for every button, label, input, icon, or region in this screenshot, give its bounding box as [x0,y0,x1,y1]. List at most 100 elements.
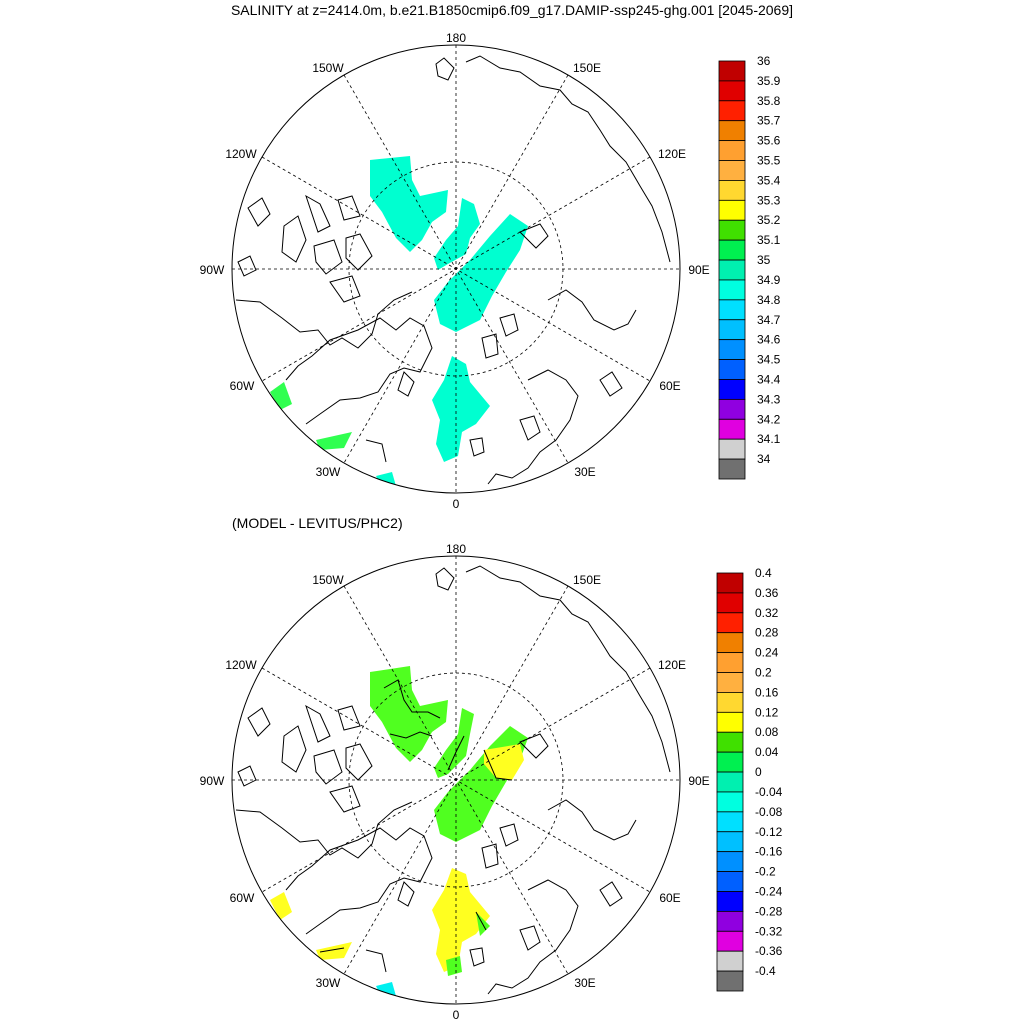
coastlines [235,565,671,995]
lon-label-90e: 90E [688,774,709,788]
salinity-region-eurasian-basin [434,214,528,332]
salinity-colorbar-swatch [718,180,746,201]
salinity-colorbar-swatch [718,339,746,360]
salinity-map-panel: 180 150W 150E 120W 120E 90W 90E 60W 60E … [200,31,710,511]
lon-label-150w: 150W [312,61,344,75]
longitude-labels: 180 150W 150E 120W 120E 90W 90E 60W 60E … [200,542,710,1022]
lon-label-90e: 90E [688,263,709,277]
salinity-region-canada-basin [370,156,448,252]
salinity-colorbar-swatch [718,199,746,221]
difference-subtitle: (MODEL - LEVITUS/PHC2) [232,515,403,531]
difference-colorbar-swatch [716,771,744,793]
lon-label-90w: 90W [200,774,225,788]
graticule [232,556,680,1004]
difference-colorbar-swatch [716,692,744,713]
difference-colorbar-tick-label: -0.08 [755,805,783,819]
salinity-colorbar-swatch [718,219,746,241]
difference-colorbar-swatch [716,950,744,972]
difference-colorbar-tick-label: -0.24 [755,884,783,898]
salinity-colorbar-tick-label: 35.5 [757,154,781,168]
difference-colorbar-swatch [716,672,744,693]
difference-colorbar-tick-label: 0.16 [755,685,779,699]
difference-map-panel: 180 150W 150E 120W 120E 90W 90E 60W 60E … [200,542,710,1022]
salinity-colorbar-tick-label: 35.8 [757,94,781,108]
difference-colorbar-swatch [716,970,744,992]
difference-region-north-atlantic [316,942,352,960]
difference-colorbar-tick-label: 0 [755,765,762,779]
salinity-colorbar-swatch [718,398,746,420]
salinity-colorbar-swatch [718,120,746,142]
salinity-colorbar-swatch [718,140,746,161]
salinity-colorbar-tick-label: 34.8 [757,293,781,307]
longitude-labels: 180 150W 150E 120W 120E 90W 90E 60W 60E … [200,31,710,511]
difference-colorbar-tick-label: -0.12 [755,825,783,839]
difference-colorbar-swatch [716,612,744,634]
salinity-colorbar-tick-label: 34.4 [757,372,781,386]
difference-region-yellow-east [484,744,524,780]
salinity-colorbar-swatch [718,458,746,480]
salinity-colorbar-swatch [718,60,746,82]
difference-colorbar-swatch [716,791,744,813]
salinity-colorbar-tick-label: 35.2 [757,213,781,227]
salinity-colorbar-tick-label: 35.6 [757,134,781,148]
salinity-colorbar-swatch [718,299,746,321]
salinity-colorbar-tick-label: 35.4 [757,173,781,187]
salinity-colorbar-swatch [718,100,746,122]
lon-label-30w: 30W [316,976,341,990]
salinity-colorbar-tick-label: 35.1 [757,233,781,247]
difference-region-labrador [270,892,292,920]
lon-label-30w: 30W [316,465,341,479]
difference-colorbar-tick-label: 0.4 [755,566,772,580]
difference-colorbar-tick-label: -0.16 [755,845,783,859]
contour-lines [319,679,513,953]
lon-label-90w: 90W [200,263,225,277]
difference-fields [270,666,528,996]
difference-colorbar-tick-label: -0.2 [755,865,776,879]
lon-label-60w: 60W [230,891,255,905]
coastlines [235,55,671,485]
graticule [232,45,680,493]
difference-colorbar: 0.4 0.36 0.32 0.28 0.24 0.2 0.16 0.12 0.08 0.04 0 -… [716,566,783,992]
difference-colorbar-swatch [716,851,744,872]
salinity-colorbar-swatch [718,438,746,460]
difference-region-south-green [446,956,462,976]
difference-region-south-edge [376,982,396,996]
difference-colorbar-tick-label: -0.36 [755,944,783,958]
lon-label-120e: 120E [658,147,686,161]
salinity-region-makarov-ridge [434,198,480,270]
difference-colorbar-swatch [716,891,744,912]
lon-label-180: 180 [446,31,466,45]
salinity-colorbar-swatch [718,259,746,281]
difference-colorbar-tick-label: 0.24 [755,646,779,660]
salinity-colorbar-tick-label: 36 [757,54,771,68]
lon-label-150w: 150W [312,573,344,587]
lon-label-120e: 120E [658,658,686,672]
salinity-colorbar-tick-label: 35.7 [757,114,781,128]
salinity-colorbar-swatch [718,418,746,440]
difference-colorbar-tick-label: -0.04 [755,785,783,799]
difference-colorbar-swatch [716,711,744,733]
difference-colorbar-swatch [716,652,744,673]
salinity-colorbar-swatch [718,359,746,380]
difference-colorbar-swatch [716,572,744,594]
lon-label-30e: 30E [574,976,595,990]
difference-colorbar-tick-label: -0.28 [755,904,783,918]
difference-colorbar-tick-label: 0.2 [755,666,772,680]
difference-colorbar-swatch [716,831,744,853]
salinity-colorbar: 36 35.9 35.8 35.7 35.6 35.5 35.4 35.3 35.2 35.1 35… [718,54,781,480]
lon-label-180: 180 [446,542,466,556]
difference-colorbar-tick-label: 0.08 [755,725,779,739]
difference-colorbar-swatch [716,632,744,654]
difference-colorbar-swatch [716,910,744,932]
salinity-region-labrador [270,382,292,410]
map-boundary [231,44,681,494]
salinity-colorbar-tick-label: 34.1 [757,432,781,446]
salinity-colorbar-swatch [718,279,746,301]
lon-label-120w: 120W [225,147,257,161]
difference-colorbar-swatch [716,751,744,773]
difference-colorbar-swatch [716,871,744,892]
salinity-colorbar-tick-label: 34.2 [757,412,781,426]
difference-colorbar-swatch [716,592,744,614]
difference-colorbar-tick-label: 0.28 [755,626,779,640]
